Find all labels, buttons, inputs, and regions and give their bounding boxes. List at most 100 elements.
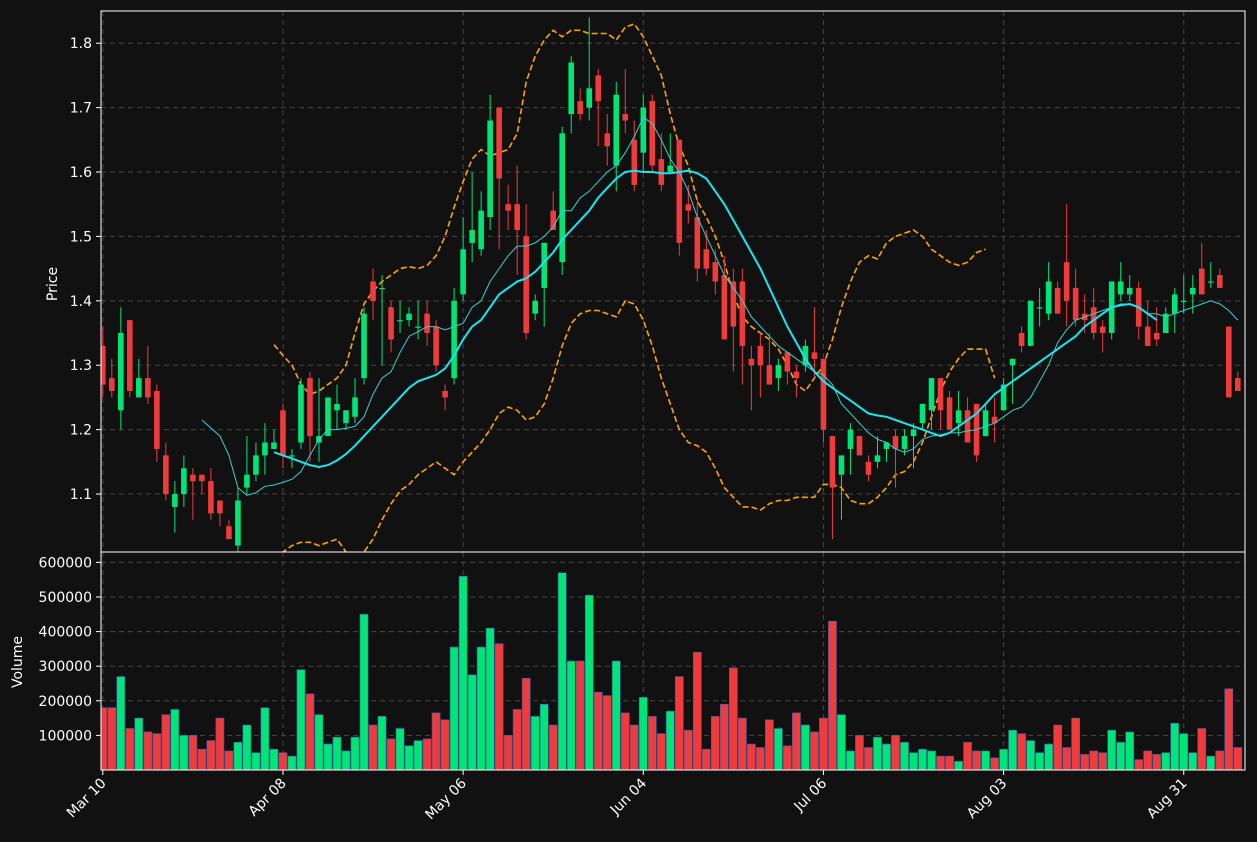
- volume-bar: [134, 717, 144, 770]
- candle-body: [847, 429, 854, 449]
- candle-body: [982, 410, 989, 437]
- candle-body: [865, 461, 872, 475]
- volume-bar: [449, 646, 459, 770]
- volume-bar: [269, 748, 279, 770]
- volume-bar: [242, 724, 252, 770]
- candle-body: [685, 204, 692, 211]
- volume-bar: [1053, 724, 1062, 770]
- volume-bar: [152, 733, 162, 770]
- candle-body: [1198, 268, 1205, 295]
- volume-bar: [918, 748, 927, 770]
- candle-body: [136, 378, 142, 398]
- volume-bar: [620, 712, 630, 770]
- volume-bar: [395, 728, 405, 770]
- volume-bar: [1134, 759, 1144, 770]
- volume-bar: [323, 743, 333, 770]
- candle-body: [1171, 294, 1178, 314]
- price-tick-label: 1.2: [70, 423, 92, 439]
- candle-body: [1036, 307, 1043, 309]
- volume-bar: [1224, 688, 1234, 770]
- candle-body: [991, 416, 998, 424]
- candle-body: [199, 474, 205, 482]
- candle-body: [541, 242, 547, 288]
- candle-body: [793, 371, 800, 379]
- volume-bar: [990, 757, 999, 770]
- volume-bar: [431, 712, 441, 770]
- volume-bar: [1062, 747, 1071, 770]
- volume-axis-title: Volume: [10, 636, 26, 688]
- candle-body: [424, 313, 430, 334]
- candle-body: [244, 474, 250, 488]
- candle-body: [289, 455, 295, 457]
- candle-body: [559, 133, 565, 263]
- volume-bar: [972, 750, 981, 770]
- price-tick-label: 1.4: [70, 294, 92, 310]
- volume-bar: [161, 714, 171, 770]
- price-tick-label: 1.3: [70, 358, 92, 374]
- candle-body: [1072, 287, 1079, 321]
- candle-body: [1225, 326, 1232, 398]
- volume-bar: [215, 717, 225, 770]
- volume-panel: 100000 200000 300000 400000 500000 600000 Vol…: [10, 551, 1246, 771]
- candle-body: [757, 345, 764, 366]
- candle-body: [892, 436, 899, 449]
- volume-bar: [530, 716, 540, 770]
- volume-bar: [810, 731, 819, 770]
- volume-bar: [233, 742, 243, 770]
- candle-body: [937, 378, 944, 411]
- volume-bar: [801, 724, 810, 770]
- candle-body: [1117, 281, 1124, 295]
- candle-body: [1207, 281, 1214, 283]
- volume-bar: [386, 738, 396, 770]
- candle-body: [181, 468, 187, 495]
- volume-bar: [467, 674, 477, 770]
- volume-bar: [783, 745, 792, 770]
- volume-bar: [665, 710, 675, 770]
- volume-bar: [999, 748, 1008, 770]
- volume-bar: [1215, 750, 1225, 770]
- volume-bar: [873, 736, 882, 770]
- volume-bar: [278, 752, 288, 770]
- volume-bar: [404, 745, 414, 770]
- volume-bar: [251, 752, 261, 770]
- candle-body: [343, 410, 349, 424]
- candle-body: [298, 384, 304, 443]
- volume-bar: [1089, 750, 1099, 770]
- candle-body: [1126, 287, 1133, 295]
- volume-bar: [837, 714, 846, 770]
- candle-body: [415, 326, 421, 328]
- candle-body: [784, 352, 791, 372]
- candle-body: [388, 307, 394, 340]
- volume-bar: [756, 747, 765, 770]
- volume-bar: [503, 735, 513, 770]
- price-tick-label: 1.8: [70, 36, 92, 52]
- volume-bar: [1116, 742, 1126, 770]
- candle-body: [280, 410, 286, 456]
- candle-body: [604, 133, 611, 147]
- price-tick-label: 1.7: [70, 101, 92, 117]
- volume-bar: [710, 716, 720, 770]
- candle-body: [874, 455, 881, 462]
- volume-bar: [1080, 754, 1090, 770]
- volume-bar: [440, 719, 450, 770]
- candle-body: [694, 217, 701, 269]
- candle-body: [379, 287, 385, 290]
- candle-body: [226, 526, 232, 540]
- volume-bar: [611, 660, 621, 770]
- candle-body: [1216, 275, 1223, 288]
- volume-bar: [963, 742, 972, 770]
- candle-body: [1189, 287, 1196, 295]
- volume-tick-label: 200000: [39, 694, 92, 710]
- volume-bar: [1170, 722, 1180, 770]
- candle-body: [730, 281, 737, 327]
- candle-body: [802, 345, 809, 366]
- candle-body: [190, 474, 196, 482]
- candle-body: [820, 358, 827, 430]
- candle-body: [568, 62, 575, 115]
- volume-bar: [1035, 752, 1044, 770]
- band-lower-line: [281, 299, 996, 552]
- candle-body: [397, 320, 403, 322]
- volume-bar: [738, 717, 747, 770]
- band-upper-line: [273, 22, 986, 396]
